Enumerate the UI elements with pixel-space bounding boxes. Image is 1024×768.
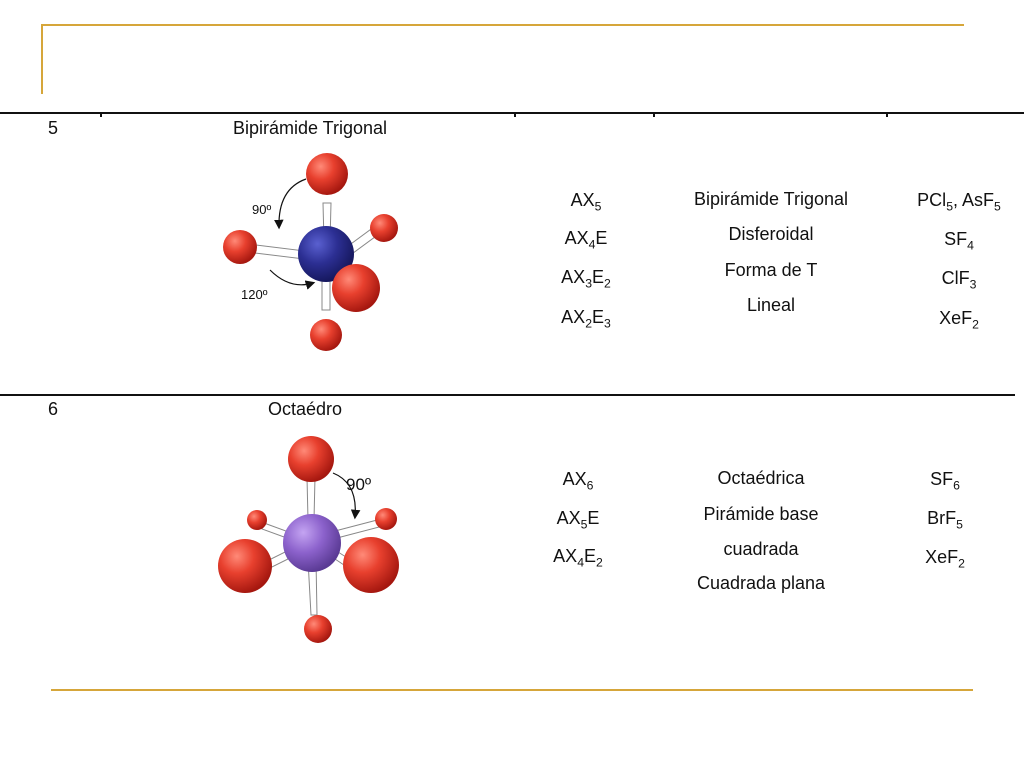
formula: AX6 xyxy=(562,469,594,493)
frame-top-line xyxy=(43,24,964,26)
angle-label: 90º xyxy=(346,475,372,494)
formula: AX4E xyxy=(564,228,608,252)
ligand-atom xyxy=(288,436,334,482)
table-rule-top xyxy=(0,112,1024,114)
ligand-atom xyxy=(223,230,257,264)
ligand-atom xyxy=(247,510,267,530)
electron-pair-count: 6 xyxy=(48,399,59,419)
molecular-shape: cuadrada xyxy=(723,539,799,559)
molecular-shape: Forma de T xyxy=(724,260,818,280)
ligand-atom xyxy=(310,319,342,351)
molecular-shape: Octaédrica xyxy=(717,468,805,488)
central-atom xyxy=(283,514,341,572)
example-compound: XeF2 xyxy=(939,308,979,332)
octahedron-molecule xyxy=(218,436,399,643)
formula: AX4E2 xyxy=(553,546,603,570)
formula: AX3E2 xyxy=(561,267,611,291)
example-compound: SF4 xyxy=(944,229,974,253)
trigonal-bipyramid-molecule xyxy=(223,153,398,351)
angle-label: 90º xyxy=(252,202,272,217)
molecular-shape: Bipirámide Trigonal xyxy=(693,189,849,209)
ligand-atom xyxy=(375,508,397,530)
column-tick xyxy=(514,113,516,117)
ligand-atom xyxy=(343,537,399,593)
column-tick xyxy=(886,113,888,117)
electron-pair-count: 5 xyxy=(48,118,59,138)
column-tick xyxy=(653,113,655,117)
molecular-shape: Cuadrada plana xyxy=(696,573,826,593)
example-compound: BrF5 xyxy=(927,508,963,532)
molecular-shape: Lineal xyxy=(746,295,796,315)
geometry-title: Bipirámide Trigonal xyxy=(232,118,388,138)
formula: AX5E xyxy=(556,508,600,532)
formula: AX5 xyxy=(570,190,602,214)
ligand-atom xyxy=(332,264,380,312)
ligand-atom xyxy=(370,214,398,242)
example-compound: SF6 xyxy=(930,469,960,493)
angle-label: 120º xyxy=(241,287,268,302)
angle-arrow xyxy=(332,472,361,520)
molecular-shape: Disferoidal xyxy=(728,224,814,244)
frame-left-line xyxy=(41,24,43,94)
angle-arrow xyxy=(274,178,307,230)
example-compound: PCl5, AsF5 xyxy=(917,190,1001,214)
angle-arrow xyxy=(269,269,316,290)
ligand-atom xyxy=(306,153,348,195)
table-rule-middle xyxy=(0,394,1015,396)
example-compound: ClF3 xyxy=(941,268,977,292)
example-compound: XeF2 xyxy=(925,547,965,571)
geometry-title: Octaédro xyxy=(267,399,343,419)
formula: AX2E3 xyxy=(561,307,611,331)
column-tick xyxy=(100,113,102,117)
central-atom xyxy=(298,226,354,282)
frame-bottom-line xyxy=(51,689,973,691)
molecular-shape: Pirámide base xyxy=(703,504,819,524)
ligand-atom xyxy=(218,539,272,593)
ligand-atom xyxy=(304,615,332,643)
